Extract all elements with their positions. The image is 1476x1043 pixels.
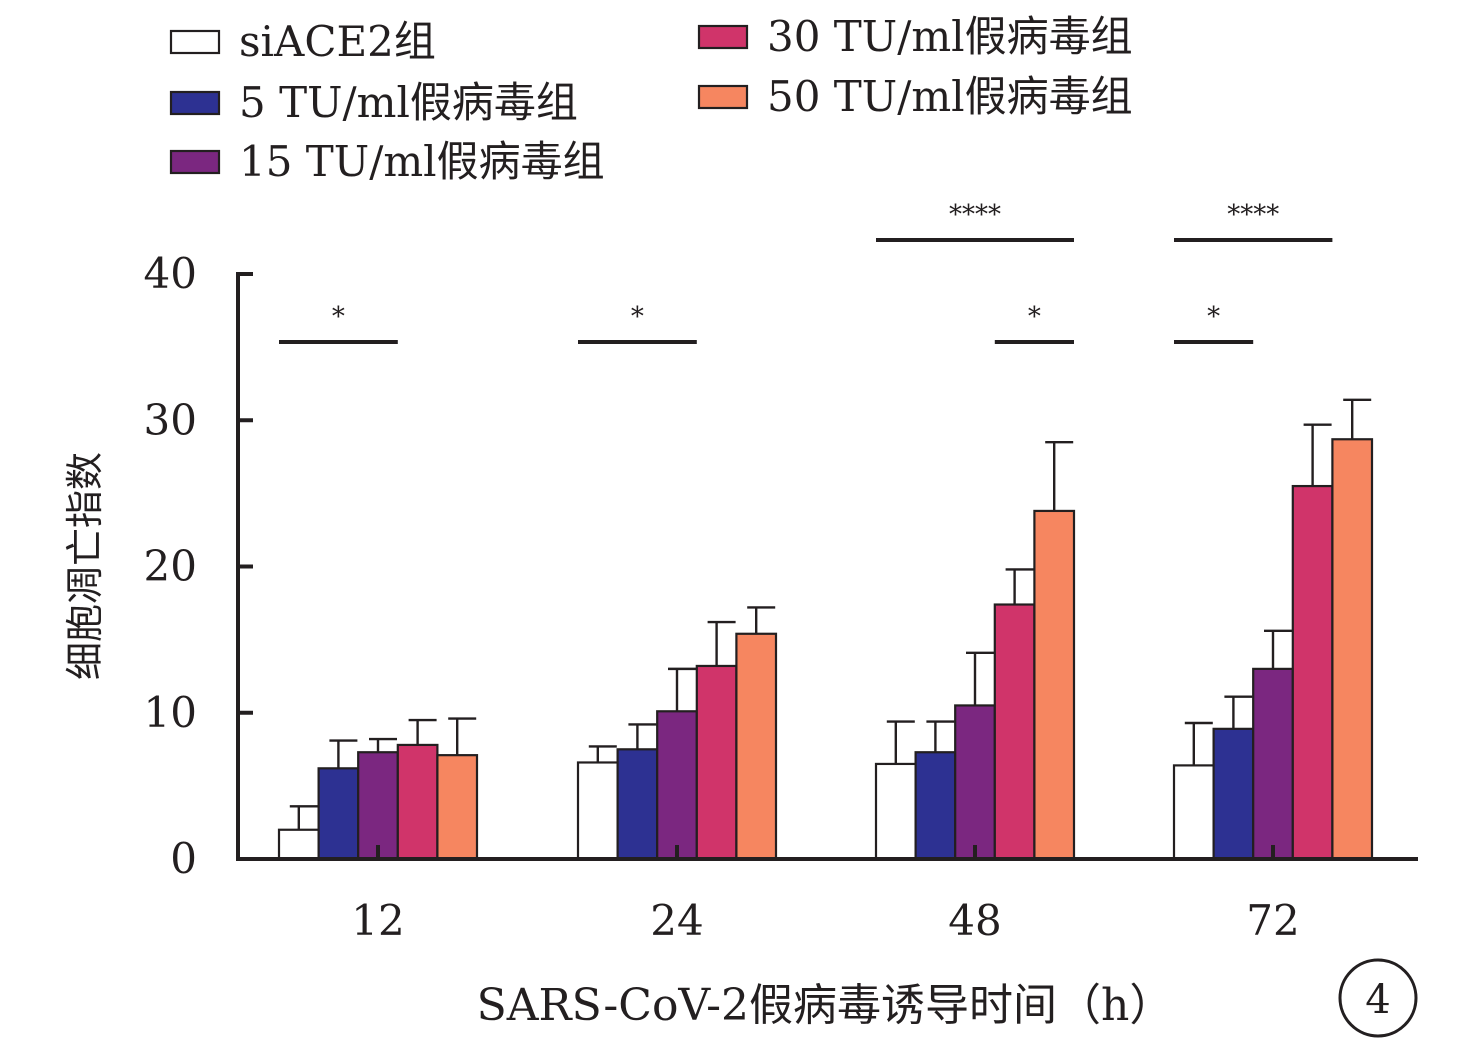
- legend-label: 5 TU/ml假病毒组: [239, 78, 578, 127]
- legend-label: 30 TU/ml假病毒组: [767, 12, 1133, 61]
- bar: [954, 704, 996, 861]
- legend-swatch: [169, 149, 221, 175]
- legend-swatch: [697, 84, 749, 110]
- x-axis-label: SARS-CoV-2假病毒诱导时间（h）: [477, 980, 1174, 1031]
- x-tick-label: 24: [650, 896, 703, 945]
- bar: [1033, 509, 1076, 861]
- legend-swatch: [169, 90, 221, 116]
- legend-label: 15 TU/ml假病毒组: [239, 137, 605, 186]
- y-tick-label: 10: [144, 688, 197, 737]
- bar: [1291, 484, 1334, 861]
- legend-label: 50 TU/ml假病毒组: [767, 72, 1133, 121]
- y-tick-label: 0: [170, 834, 197, 883]
- x-tick-label: 48: [948, 896, 1001, 945]
- legend-swatch: [169, 29, 221, 55]
- bar: [436, 754, 479, 861]
- significance-brackets: * * **********: [279, 200, 1333, 344]
- legend-swatch: [697, 24, 749, 50]
- significance-label: *: [1207, 302, 1220, 332]
- bar: [1331, 438, 1374, 861]
- bar: [357, 751, 399, 861]
- panel-label-text: 4: [1365, 977, 1390, 1023]
- bar: [695, 664, 738, 861]
- bar: [874, 762, 917, 861]
- y-tick-label: 40: [144, 249, 197, 298]
- bar: [277, 828, 320, 861]
- significance-label: *: [631, 302, 644, 332]
- x-tick-label: 72: [1246, 896, 1299, 945]
- legend-label: siACE2组: [239, 17, 436, 66]
- bar: [576, 761, 619, 861]
- bars: [277, 398, 1374, 861]
- bar: [616, 748, 659, 861]
- y-axis-label: 细胞凋亡指数: [63, 452, 107, 680]
- significance-label: ****: [1227, 200, 1279, 230]
- panel-label: 4: [1338, 958, 1418, 1038]
- bar: [396, 743, 439, 861]
- bar: [317, 767, 360, 861]
- x-tick-label: 12: [351, 896, 404, 945]
- axes: 0 10 20 30 40 12 24 48 72: [144, 249, 1418, 945]
- bar: [735, 632, 778, 861]
- significance-label: ****: [949, 200, 1001, 230]
- significance-label: *: [332, 302, 345, 332]
- significance-label: *: [1028, 302, 1041, 332]
- legend: siACE2组 5 TU/ml假病毒组 15 TU/ml假病毒组 30 TU/ml假病…: [169, 12, 1133, 186]
- bar: [1252, 667, 1294, 861]
- y-tick-label: 30: [144, 395, 197, 444]
- y-tick-label: 20: [144, 542, 197, 591]
- bar: [993, 603, 1036, 861]
- bar: [1212, 727, 1255, 861]
- bar: [656, 710, 698, 861]
- bar: [914, 751, 957, 861]
- bar: [1172, 764, 1215, 861]
